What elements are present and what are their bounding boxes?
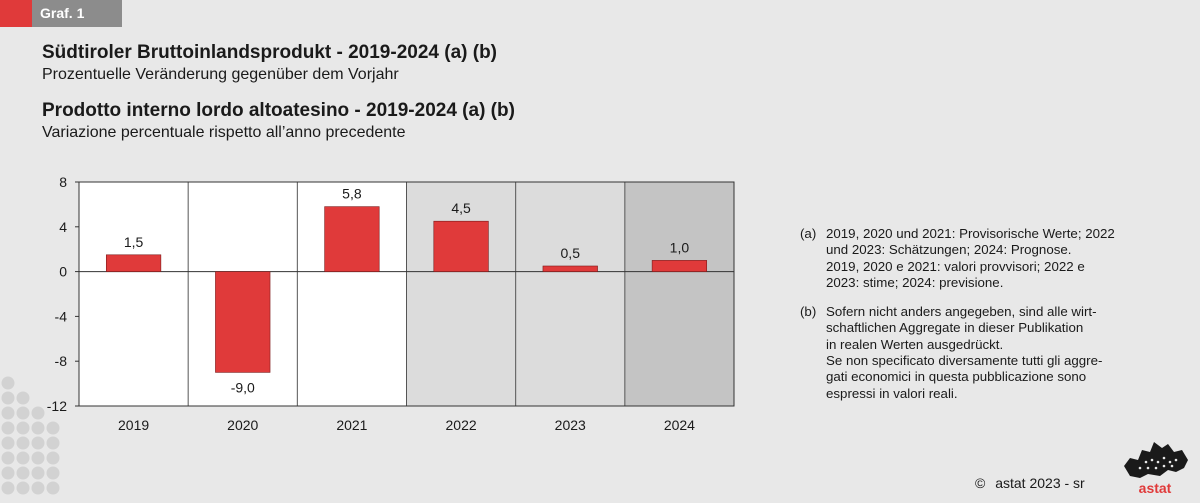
footnotes: (a) 2019, 2020 und 2021: Provisorische W…	[800, 226, 1180, 415]
chart-title-de: Südtiroler Bruttoinlandsprodukt - 2019-2…	[42, 42, 497, 63]
decorative-dot	[1, 436, 15, 450]
footnote-line: 2019, 2020 e 2021: valori provvisori; 20…	[826, 258, 1085, 274]
category-band	[79, 182, 189, 406]
decorative-dot	[1, 421, 15, 435]
decorative-dot	[16, 391, 30, 405]
decorative-dot	[31, 451, 45, 465]
decorative-dot	[31, 466, 45, 480]
x-tick-label: 2021	[336, 417, 367, 433]
chart-subtitle-de: Prozentuelle Veränderung gegenüber dem V…	[42, 66, 399, 83]
decorative-dot	[31, 421, 45, 435]
footnote-line: und 2023: Schätzungen; 2024: Prognose.	[826, 242, 1072, 258]
footnote-line: espressi in valori reali.	[826, 385, 958, 401]
decorative-dot	[1, 451, 15, 465]
y-tick-label: -8	[55, 353, 68, 369]
decorative-dot	[1, 391, 15, 405]
bar	[324, 206, 380, 272]
decorative-dot	[1, 406, 15, 420]
category-band	[624, 182, 734, 406]
decorative-dot	[1, 466, 15, 480]
footnote-line: gati economici in questa pubblicazione s…	[826, 369, 1087, 385]
decorative-dot	[16, 481, 30, 495]
decorative-dot	[31, 481, 45, 495]
footnote-line: Se non specificato diversamente tutti gl…	[826, 353, 1103, 369]
x-tick-label: 2020	[227, 417, 258, 433]
data-label: -9,0	[231, 379, 255, 395]
chart-subtitle-it: Variazione percentuale rispetto all’anno…	[42, 124, 406, 141]
footnote-line: 2019, 2020 und 2021: Provisorische Werte…	[826, 226, 1115, 241]
decorative-dot	[16, 466, 30, 480]
chart-title-it: Prodotto interno lordo altoatesino - 201…	[42, 100, 515, 121]
copyright-icon: ©	[975, 475, 986, 491]
astat-logo-icon: astat	[1124, 442, 1188, 496]
decorative-dot	[1, 481, 15, 495]
footnote-line: 2023: stime; 2024: previsione.	[826, 274, 1004, 290]
x-tick-label: 2024	[664, 417, 695, 433]
figure-tag-accent	[0, 0, 32, 27]
footnote-line: schaftlichen Aggregate in dieser Publika…	[826, 320, 1084, 336]
footnote-b: (b) Sofern nicht anders angegeben, sind …	[800, 304, 1180, 402]
data-label: 4,5	[451, 200, 471, 216]
y-tick-label: 0	[59, 264, 67, 280]
footnote-line: Sofern nicht anders angegeben, sind alle…	[826, 304, 1097, 320]
footnote-key: (a)	[800, 226, 817, 241]
decorative-dot	[16, 436, 30, 450]
footnote-line: in realen Werten ausgedrückt.	[826, 336, 1004, 352]
logo-text: astat	[1139, 480, 1172, 496]
decorative-dot	[31, 406, 45, 420]
copyright: © astat 2023 - sr	[975, 475, 1085, 491]
decorative-dot	[31, 436, 45, 450]
x-tick-label: 2022	[446, 417, 477, 433]
y-tick-label: -12	[47, 398, 67, 414]
decorative-dot	[46, 451, 60, 465]
data-label: 1,5	[124, 234, 144, 250]
plot-frame	[78, 181, 735, 407]
decorative-dot	[46, 466, 60, 480]
bar	[542, 265, 598, 272]
decorative-dot	[46, 421, 60, 435]
copyright-text: astat 2023 - sr	[995, 475, 1085, 491]
bar	[433, 220, 489, 272]
footnote-a: (a) 2019, 2020 und 2021: Provisorische W…	[800, 226, 1180, 291]
bar-chart: 8 4 0 -4 -8 -12 1,5 2019 -9,0 2020 5,8 2021 4,5 2022 0…	[47, 174, 735, 433]
y-tick-label: -4	[55, 308, 68, 324]
figure-tag: Graf. 1	[0, 0, 122, 27]
decorative-dot	[1, 376, 15, 390]
data-label: 1,0	[670, 239, 690, 255]
data-label: 5,8	[342, 186, 362, 202]
decorative-dot	[16, 451, 30, 465]
bar	[215, 271, 271, 373]
decorative-dot	[16, 421, 30, 435]
footnote-key: (b)	[800, 304, 817, 320]
decorative-dot	[46, 481, 60, 495]
figure-tag-label: Graf. 1	[32, 0, 122, 27]
y-tick-label: 8	[59, 174, 67, 190]
decorative-dot	[16, 406, 30, 420]
bar	[105, 254, 162, 272]
data-label: 0,5	[561, 245, 581, 261]
bar	[651, 260, 708, 272]
category-band	[515, 182, 625, 406]
y-tick-label: 4	[59, 219, 67, 235]
decorative-dots-icon	[1, 376, 60, 495]
category-band	[406, 182, 516, 406]
x-tick-label: 2019	[118, 417, 149, 433]
x-tick-label: 2023	[555, 417, 586, 433]
decorative-dot	[46, 436, 60, 450]
